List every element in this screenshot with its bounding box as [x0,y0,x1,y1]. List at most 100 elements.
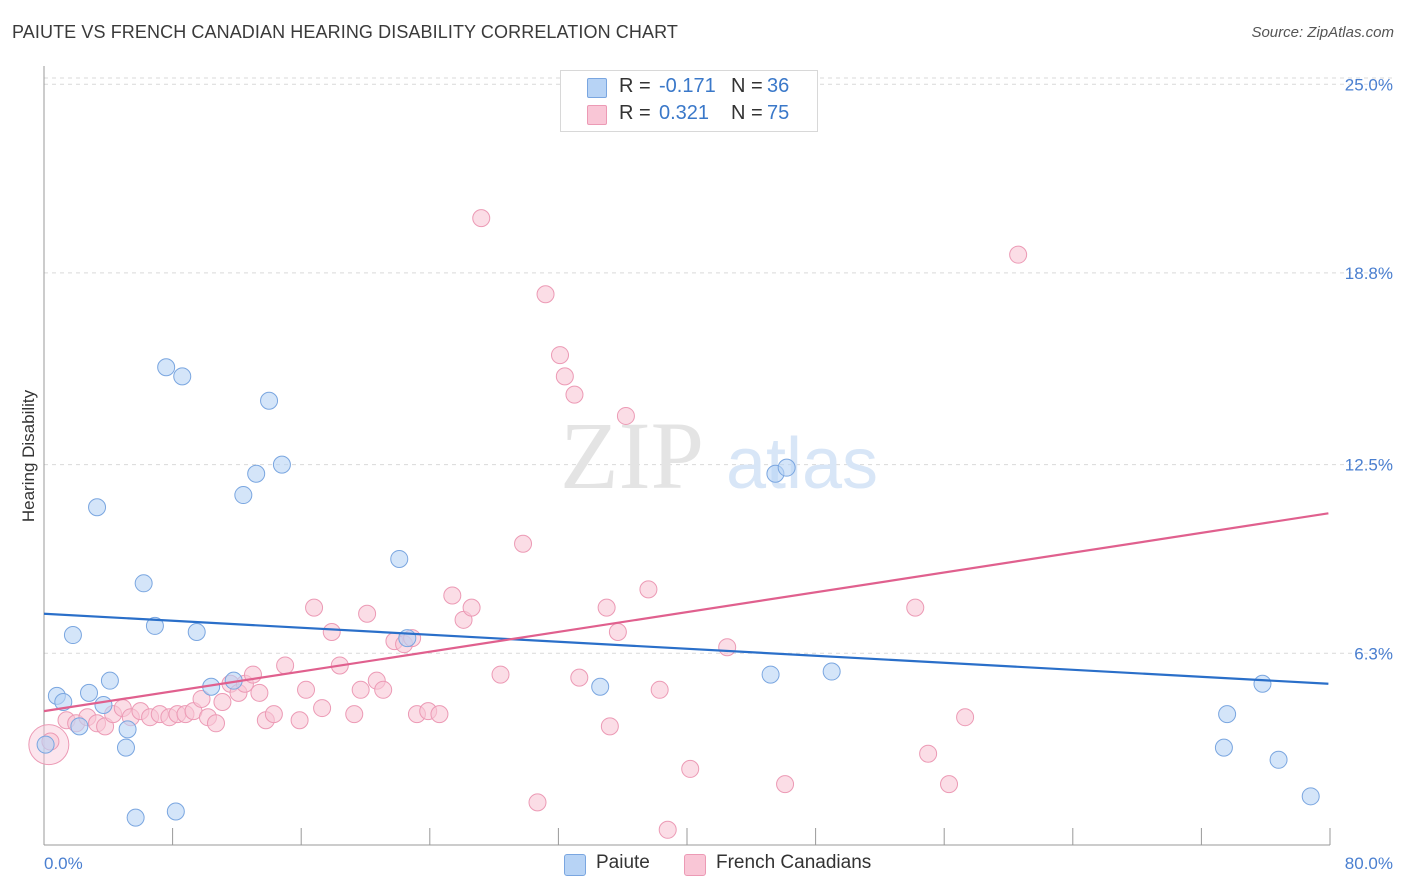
legend-n-value: 75 [767,102,790,124]
paiute-point [591,677,610,696]
correlation-legend: R = -0.171 N = 36 R = 0.321 N = 75 [560,70,818,132]
paiute-point [134,574,153,593]
paiute-point [822,662,841,681]
legend-r-value: 0.321 [659,102,710,124]
french-canadians-point [597,598,616,617]
y-tick-label: 18.8% [1345,264,1393,283]
paiute-point [157,358,176,377]
french-canadians-point [345,705,364,724]
paiute-point [234,486,253,505]
french-canadians-point [290,711,309,730]
x-tick-label-max: 80.0% [1345,854,1393,873]
y-tick-label: 12.5% [1345,456,1393,475]
french-canadians-point [351,680,370,699]
trend-lines [43,512,1329,713]
french-canadians-point [213,692,232,711]
paiute-point [1269,750,1288,769]
watermark-atlas: atlas [726,424,878,504]
paiute-trend-line [43,612,1329,685]
french-canadians-point [536,285,555,304]
paiute-legend-label: Paiute [596,852,650,873]
french-canadians-point [528,793,547,812]
french-canadians-point [681,759,700,778]
french-canadians-point [276,656,295,675]
paiute-point [88,498,107,517]
paiute-point [36,735,55,754]
french-canadians-point [570,668,589,687]
french-canadians-point [322,622,341,641]
paiute-point [80,683,99,702]
french-canadians-trend-line [43,512,1329,713]
french-swatch [587,105,607,125]
paiute-point [173,367,192,386]
grid-lines [44,77,1394,654]
french-canadians-point [555,367,574,386]
y-tick-labels: 6.3% 12.5% 18.8% 25.0% [1345,75,1393,663]
french-canadians-point [776,775,795,794]
french-canadians-point [551,346,570,365]
legend-r-value: -0.171 [659,75,716,97]
french-canadians-point [250,683,269,702]
french-canadians-point [956,708,975,727]
paiute-point [187,622,206,641]
paiute-point [777,458,796,477]
french-canadians-point [264,705,283,724]
y-tick-label: 25.0% [1345,75,1393,94]
french-canadians-point [1009,245,1028,264]
french-legend-label: French Canadians [716,852,872,873]
legend-r-label: R = [619,75,651,97]
french-canadians-point [358,604,377,623]
paiute-point [70,717,89,736]
legend-n-label: N = [731,102,763,124]
french-canadians-point [639,580,658,599]
french-canadians-point [443,586,462,605]
french-canadians-point [565,385,584,404]
chart-title: PAIUTE VS FRENCH CANADIAN HEARING DISABI… [12,22,678,42]
y-tick-label: 6.3% [1354,644,1393,663]
french-canadians-point [940,775,959,794]
french-canadians-point [718,638,737,657]
paiute-point [145,616,164,635]
paiute-point [1218,705,1237,724]
paiute-point [54,692,73,711]
paiute-swatch [587,78,607,98]
french-canadians-point [491,665,510,684]
french-canadians-point [297,680,316,699]
legend-n-value: 36 [767,75,790,97]
paiute-point [116,738,135,757]
paiute-point [1253,674,1272,693]
french-canadians-point [374,680,393,699]
paiute-point [247,464,266,483]
french-canadians-point [514,534,533,553]
paiute-point [1301,787,1320,806]
x-tick-label-min: 0.0% [44,854,83,873]
watermark: ZIP atlas [560,402,878,509]
french-canadians-point [305,598,324,617]
paiute-point [260,391,279,410]
french-canadians-point [650,680,669,699]
paiute-point [100,671,119,690]
french-canadians-point [192,689,211,708]
paiute-point [272,455,291,474]
french-swatch [684,854,706,876]
french-canadians-point [430,705,449,724]
french-canadians-point [658,820,677,839]
french-canadians-point [207,714,226,733]
paiute-point [126,808,145,827]
axes [43,66,1331,846]
french-canadians-point [472,209,491,228]
paiute-point [63,626,82,645]
y-axis-label: Hearing Disability [19,389,38,522]
source-label: Source: ZipAtlas.com [1251,24,1394,41]
paiute-point [166,802,185,821]
french-canadians-point [608,622,627,641]
french-canadians-point [462,598,481,617]
paiute-swatch [564,854,586,876]
french-canadians-point [600,717,619,736]
french-canadians-points [28,209,1028,839]
french-canadians-point [919,744,938,763]
paiute-point [390,549,409,568]
legend-n-label: N = [731,75,763,97]
paiute-point [1214,738,1233,757]
